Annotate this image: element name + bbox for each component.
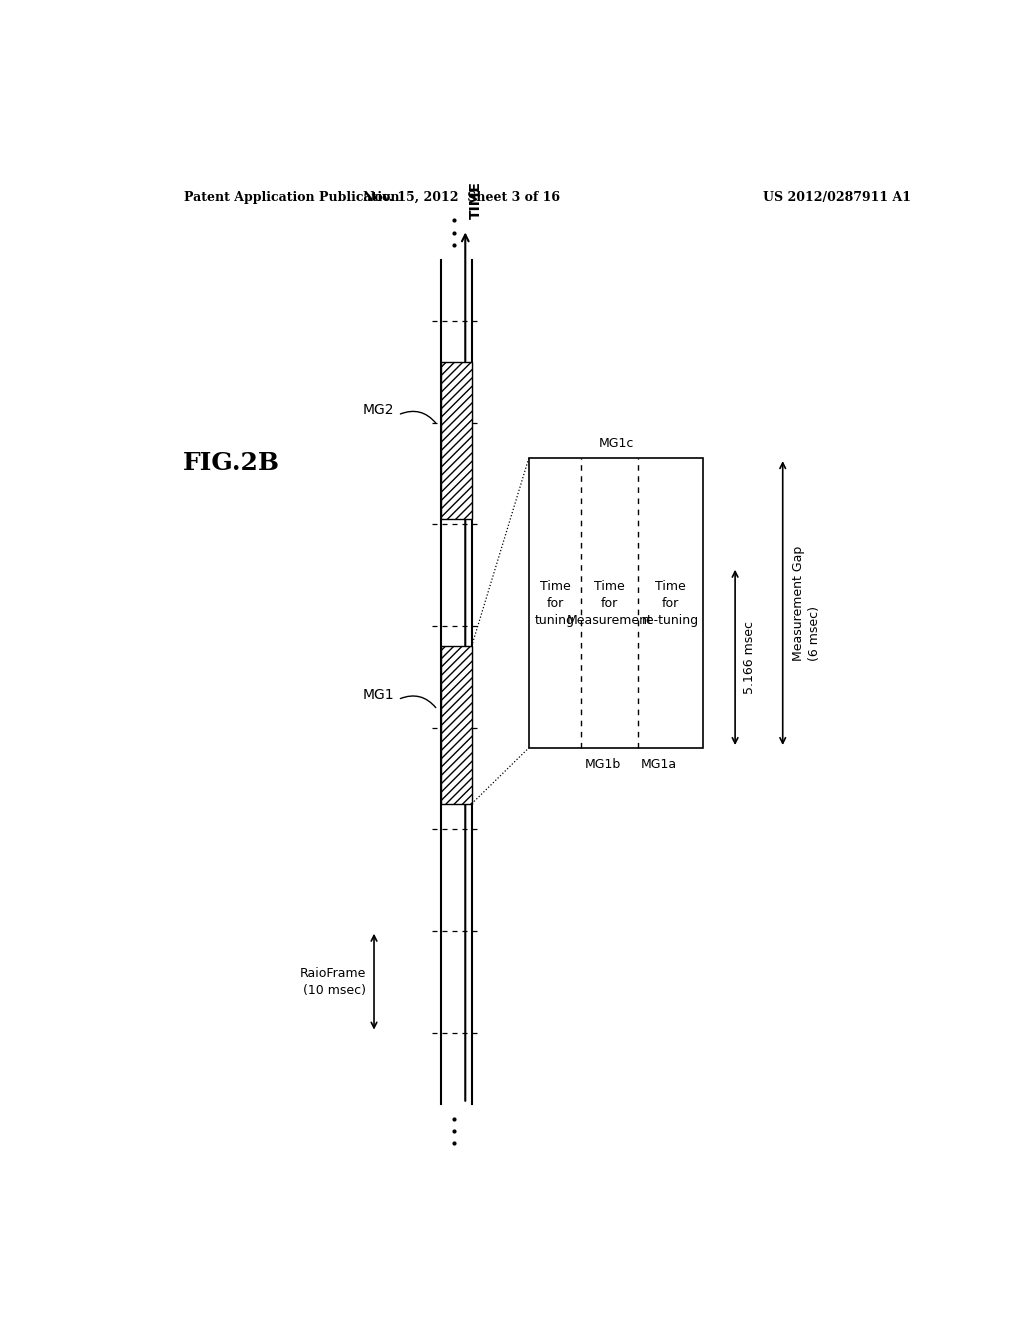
Bar (441, 647, 472, 804)
Text: MG1b: MG1b (585, 758, 622, 771)
Text: 5.166 msec: 5.166 msec (743, 620, 756, 694)
Text: FIG.2B: FIG.2B (182, 451, 280, 475)
Text: Time
for
re-tuning: Time for re-tuning (642, 579, 699, 627)
Bar (528, 458, 703, 748)
Text: MG1c: MG1c (599, 437, 634, 450)
Text: MG1: MG1 (362, 688, 394, 701)
Text: Measurement Gap
(6 msec): Measurement Gap (6 msec) (793, 545, 821, 661)
Text: TIME: TIME (469, 181, 483, 219)
Text: MG1a: MG1a (640, 758, 677, 771)
Text: Nov. 15, 2012  Sheet 3 of 16: Nov. 15, 2012 Sheet 3 of 16 (362, 190, 560, 203)
Text: MG2: MG2 (362, 403, 394, 417)
Text: Time
for
tuning: Time for tuning (535, 579, 574, 627)
Text: US 2012/0287911 A1: US 2012/0287911 A1 (763, 190, 911, 203)
Text: Patent Application Publication: Patent Application Publication (183, 190, 399, 203)
Text: Time
for
Measurement: Time for Measurement (566, 579, 652, 627)
Text: RaioFrame
(10 msec): RaioFrame (10 msec) (300, 966, 367, 997)
Bar (441, 362, 472, 519)
